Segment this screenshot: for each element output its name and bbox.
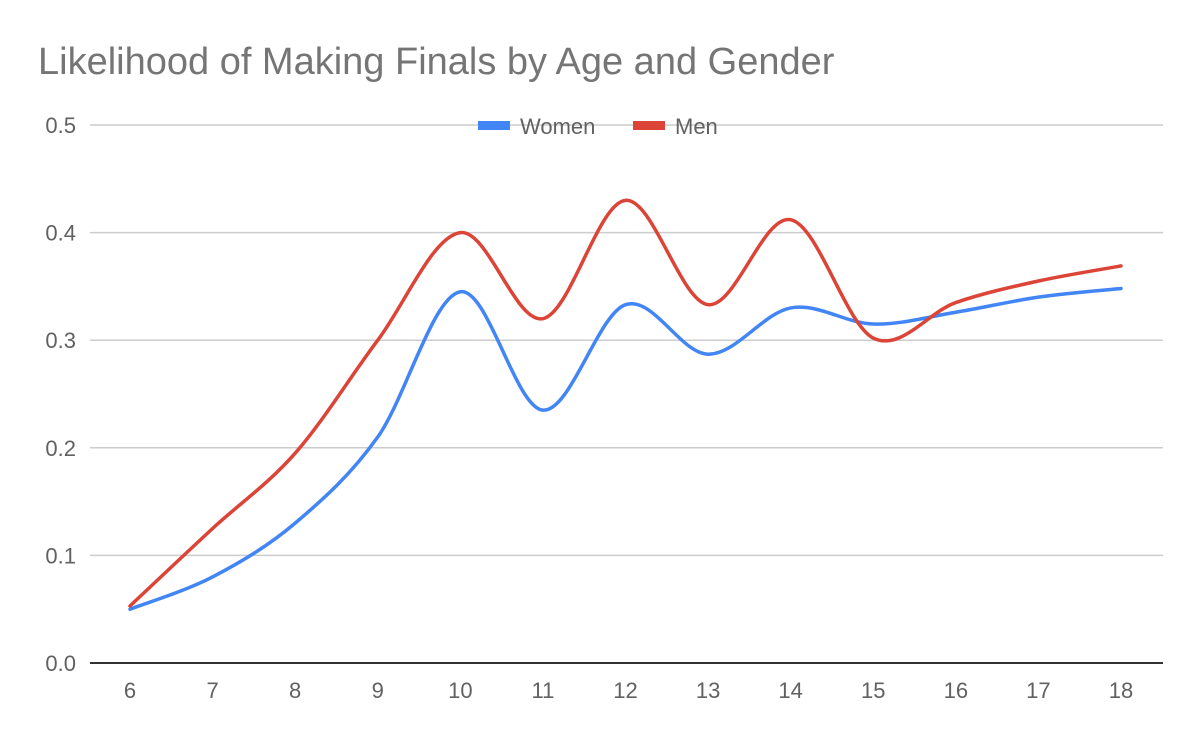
legend-label-women: Women xyxy=(520,114,595,139)
x-tick-label: 10 xyxy=(448,678,472,703)
x-axis-ticks: 6 7 8 9 10 11 12 13 14 15 16 17 18 xyxy=(124,678,1133,703)
legend: Women Men xyxy=(478,114,718,139)
x-tick-label: 15 xyxy=(861,678,885,703)
x-tick-label: 13 xyxy=(696,678,720,703)
y-tick-label: 0.1 xyxy=(45,543,76,568)
y-tick-label: 0.0 xyxy=(45,651,76,676)
series-line-women xyxy=(128,286,1123,611)
legend-swatch-women xyxy=(478,121,510,130)
x-tick-label: 7 xyxy=(206,678,218,703)
y-tick-label: 0.2 xyxy=(45,436,76,461)
x-tick-label: 9 xyxy=(372,678,384,703)
x-tick-label: 18 xyxy=(1109,678,1133,703)
series-lines xyxy=(128,198,1123,611)
x-tick-label: 6 xyxy=(124,678,136,703)
legend-swatch-men xyxy=(633,121,665,130)
x-tick-label: 11 xyxy=(531,678,554,703)
x-tick-label: 12 xyxy=(613,678,637,703)
x-tick-label: 17 xyxy=(1026,678,1050,703)
x-tick-label: 16 xyxy=(944,678,968,703)
y-axis-ticks: 0.0 0.1 0.2 0.3 0.4 0.5 xyxy=(45,113,76,676)
series-line-men xyxy=(128,198,1123,608)
x-tick-label: 14 xyxy=(778,678,802,703)
gridlines xyxy=(90,124,1163,557)
chart-title: Likelihood of Making Finals by Age and G… xyxy=(38,41,835,83)
legend-label-men: Men xyxy=(675,114,718,139)
x-tick-label: 8 xyxy=(289,678,301,703)
y-tick-label: 0.4 xyxy=(45,221,76,246)
y-tick-label: 0.5 xyxy=(45,113,76,138)
y-tick-label: 0.3 xyxy=(45,328,76,353)
